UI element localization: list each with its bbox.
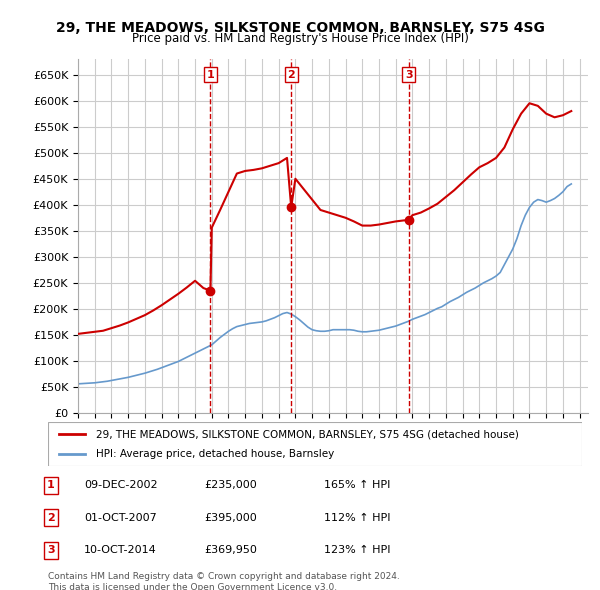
Text: £395,000: £395,000 bbox=[204, 513, 257, 523]
Text: 1: 1 bbox=[206, 70, 214, 80]
Text: HPI: Average price, detached house, Barnsley: HPI: Average price, detached house, Barn… bbox=[96, 449, 334, 458]
Text: 3: 3 bbox=[405, 70, 413, 80]
Text: £235,000: £235,000 bbox=[204, 480, 257, 490]
Text: 29, THE MEADOWS, SILKSTONE COMMON, BARNSLEY, S75 4SG: 29, THE MEADOWS, SILKSTONE COMMON, BARNS… bbox=[56, 21, 544, 35]
Text: 10-OCT-2014: 10-OCT-2014 bbox=[84, 545, 157, 555]
Text: 09-DEC-2002: 09-DEC-2002 bbox=[84, 480, 158, 490]
Text: 165% ↑ HPI: 165% ↑ HPI bbox=[324, 480, 391, 490]
Text: £369,950: £369,950 bbox=[204, 545, 257, 555]
Text: 112% ↑ HPI: 112% ↑ HPI bbox=[324, 513, 391, 523]
FancyBboxPatch shape bbox=[48, 422, 582, 466]
Text: 1: 1 bbox=[47, 480, 55, 490]
Text: Contains HM Land Registry data © Crown copyright and database right 2024.
This d: Contains HM Land Registry data © Crown c… bbox=[48, 572, 400, 590]
Text: Price paid vs. HM Land Registry's House Price Index (HPI): Price paid vs. HM Land Registry's House … bbox=[131, 32, 469, 45]
Text: 2: 2 bbox=[47, 513, 55, 523]
Text: 01-OCT-2007: 01-OCT-2007 bbox=[84, 513, 157, 523]
Text: 2: 2 bbox=[287, 70, 295, 80]
Text: 3: 3 bbox=[47, 545, 55, 555]
Text: 29, THE MEADOWS, SILKSTONE COMMON, BARNSLEY, S75 4SG (detached house): 29, THE MEADOWS, SILKSTONE COMMON, BARNS… bbox=[96, 430, 519, 439]
Text: 123% ↑ HPI: 123% ↑ HPI bbox=[324, 545, 391, 555]
